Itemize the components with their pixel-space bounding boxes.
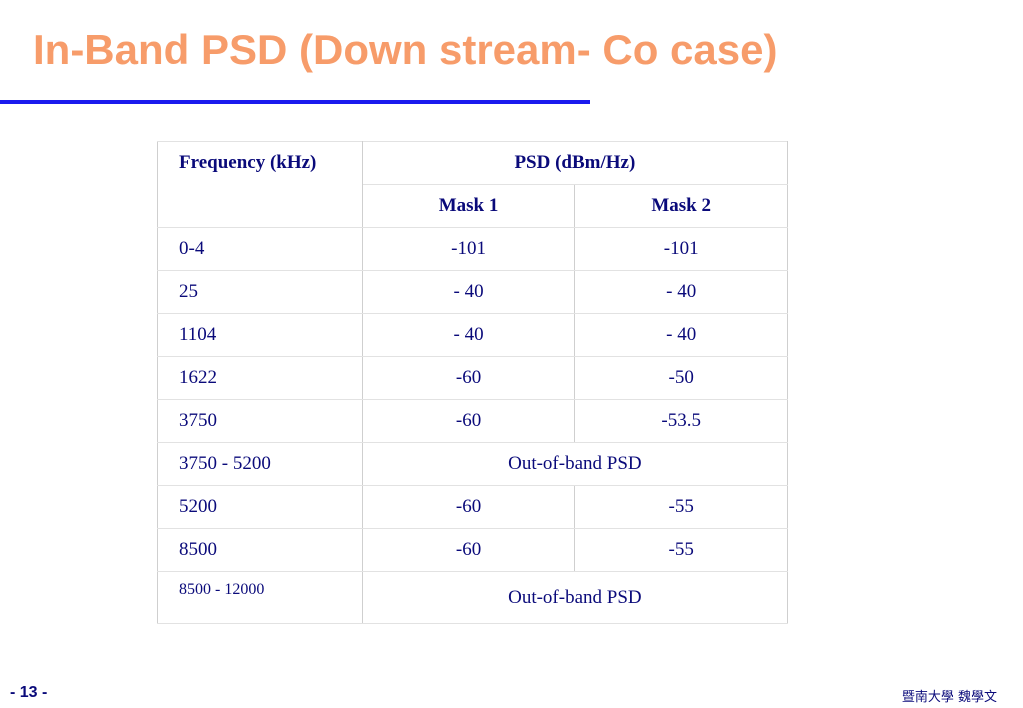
table-header-row: Frequency (kHz) PSD (dBm/Hz) (157, 141, 789, 228)
page-number: - 13 - (10, 684, 48, 701)
table-row: 5200 -60 -55 (157, 485, 788, 529)
table-row: 3750 - 5200 Out-of-band PSD (157, 442, 789, 486)
footer-credit: 暨南大學 魏學文 (901, 690, 997, 705)
table-row: 8500 - 12000 Out-of-band PSD (157, 571, 789, 624)
table-row: 1622 -60 -50 (157, 356, 788, 400)
title-underline (0, 100, 590, 104)
frequency-cell: 8500 - 12000 (157, 571, 363, 624)
frequency-cell: 0-4 (157, 227, 363, 271)
table-row: 3750 -60 -53.5 (157, 399, 788, 443)
table-row: 8500 -60 -55 (157, 528, 788, 572)
out-of-band-cell: Out-of-band PSD (361, 442, 789, 486)
table-row: 1104 - 40 - 40 (157, 313, 788, 357)
mask-2-cell: -53.5 (574, 399, 788, 443)
mask-1-cell: - 40 (361, 270, 576, 314)
mask-1-cell: -60 (361, 399, 576, 443)
frequency-cell: 1104 (157, 313, 363, 357)
header-mask-1: Mask 1 (361, 184, 576, 228)
mask-1-cell: - 40 (361, 313, 576, 357)
mask-2-cell: - 40 (574, 313, 788, 357)
mask-1-cell: -101 (361, 227, 576, 271)
mask-2-cell: -101 (574, 227, 788, 271)
frequency-cell: 8500 (157, 528, 363, 572)
frequency-cell: 5200 (157, 485, 363, 529)
frequency-cell: 1622 (157, 356, 363, 400)
table-subheader-row: Mask 1 Mask 2 (158, 184, 788, 228)
mask-2-cell: - 40 (574, 270, 788, 314)
table-row: 25 - 40 - 40 (157, 270, 788, 314)
slide-title: In-Band PSD (Down stream- Co case) (33, 26, 778, 73)
header-mask-2: Mask 2 (574, 184, 788, 228)
mask-2-cell: -55 (574, 528, 788, 572)
mask-1-cell: -60 (361, 485, 576, 529)
mask-1-cell: -60 (361, 528, 576, 572)
psd-table: Frequency (kHz) PSD (dBm/Hz) Mask 1 Mask… (157, 141, 789, 624)
header-psd: PSD (dBm/Hz) (361, 141, 789, 185)
out-of-band-cell: Out-of-band PSD (361, 571, 789, 624)
table-row: 0-4 -101 -101 (157, 227, 788, 271)
frequency-cell: 25 (157, 270, 363, 314)
mask-2-cell: -50 (574, 356, 788, 400)
mask-2-cell: -55 (574, 485, 788, 529)
frequency-cell: 3750 - 5200 (157, 442, 363, 486)
header-frequency: Frequency (kHz) (157, 141, 363, 228)
mask-1-cell: -60 (361, 356, 576, 400)
frequency-cell: 3750 (157, 399, 363, 443)
